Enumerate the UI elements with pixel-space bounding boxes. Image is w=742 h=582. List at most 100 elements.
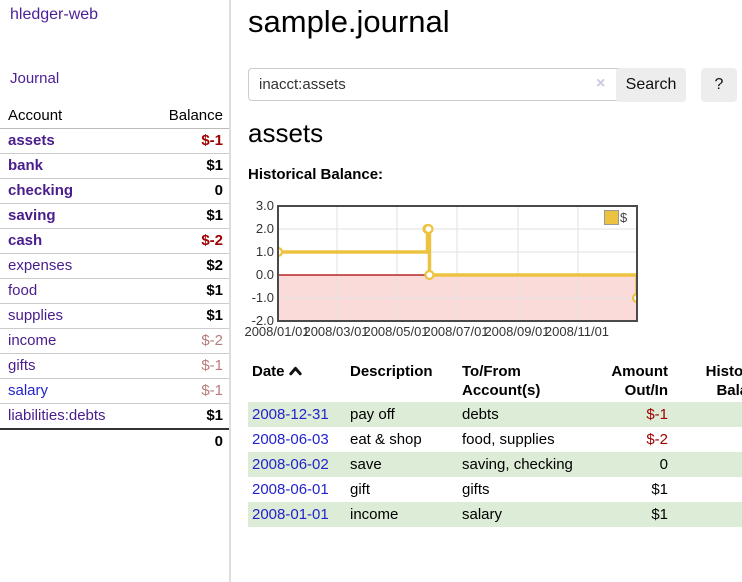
transaction-date-link[interactable]: 2008-06-02 [252, 456, 329, 473]
transaction-accounts: saving, checking [462, 456, 573, 473]
transaction-balance: $2 [672, 477, 742, 502]
transaction-accounts: debts [462, 406, 499, 423]
y-axis-tick-label: 0.0 [255, 267, 274, 282]
transaction-description: income [350, 506, 399, 523]
chart-title: Historical Balance: [248, 166, 384, 183]
transaction-date-link[interactable]: 2008-12-31 [252, 406, 329, 423]
account-row: bank $1 [0, 153, 229, 179]
page-title: sample.journal [248, 4, 450, 39]
account-link[interactable]: checking [8, 182, 74, 199]
account-balance: $1 [142, 403, 229, 429]
legend-label: $ [620, 210, 628, 225]
account-row: liabilities:debts $1 [0, 403, 229, 429]
transaction-accounts: gifts [462, 481, 490, 498]
sidebar: hledger-web Journal Account Balance asse… [0, 0, 231, 582]
transaction-row: 2008-06-02 save saving, checking 0$2 [248, 452, 742, 477]
help-button[interactable]: ? [701, 68, 737, 102]
accounts-header-row: Account Balance [0, 104, 229, 129]
y-axis-tick-label: 3.0 [255, 198, 274, 213]
transaction-balance: $2 [672, 452, 742, 477]
account-link[interactable]: gifts [8, 357, 36, 374]
sort-ascending-icon [288, 362, 302, 381]
search-bar: × Search ? [248, 68, 742, 104]
transaction-amount: $1 [651, 481, 668, 498]
register-column-date-label: Date [252, 363, 285, 380]
account-link[interactable]: income [8, 332, 57, 349]
transaction-date-link[interactable]: 2008-06-03 [252, 431, 329, 448]
account-balance: $2 [142, 253, 229, 279]
sidebar-item-journal[interactable]: Journal [10, 70, 60, 87]
transaction-amount: $-1 [646, 406, 668, 423]
transaction-date-link[interactable]: 2008-01-01 [252, 506, 329, 523]
x-axis-tick-label: 2008/07/01 [423, 324, 489, 339]
x-axis-tick-label: 2008/11/01 [544, 324, 610, 339]
account-link[interactable]: food [8, 282, 38, 299]
accounts-total-row: 0 [0, 428, 229, 454]
account-row: food $1 [0, 278, 229, 304]
y-axis-tick-label: -1.0 [251, 290, 274, 305]
x-axis-tick-label: 2008/05/01 [363, 324, 429, 339]
transaction-row: 2008-06-03 eat & shop food, supplies $-20 [248, 427, 742, 452]
chart-legend: $ [604, 210, 627, 225]
account-heading: assets [248, 118, 324, 148]
register-header-row: Date Description To/From Account(s) Amou… [248, 360, 742, 402]
account-balance: $-2 [142, 228, 229, 254]
account-link[interactable]: bank [8, 157, 44, 174]
transaction-balance: 0 [672, 427, 742, 452]
transaction-accounts: food, supplies [462, 431, 555, 448]
transaction-description: pay off [350, 406, 395, 423]
chart-plot [277, 205, 638, 322]
transaction-amount: $1 [651, 506, 668, 523]
account-row: income $-2 [0, 328, 229, 354]
account-link[interactable]: assets [8, 132, 55, 149]
account-balance: $1 [142, 203, 229, 229]
search-input[interactable] [248, 68, 624, 101]
account-link[interactable]: saving [8, 207, 56, 224]
clear-search-icon[interactable]: × [596, 75, 606, 92]
search-button[interactable]: Search [616, 68, 686, 102]
account-link[interactable]: cash [8, 232, 43, 249]
account-balance: $-2 [142, 328, 229, 354]
transaction-row: 2008-12-31 pay off debts $-1$-1 [248, 402, 742, 427]
account-link[interactable]: salary [8, 382, 49, 399]
account-link[interactable]: liabilities:debts [8, 407, 106, 424]
account-row: salary $-1 [0, 378, 229, 404]
account-balance: $1 [142, 153, 229, 179]
account-row: gifts $-1 [0, 353, 229, 379]
account-row: supplies $1 [0, 303, 229, 329]
accounts-column-balance: Balance [142, 104, 229, 129]
legend-swatch-icon [604, 210, 619, 225]
register-column-description: Description [350, 363, 433, 380]
transaction-description: gift [350, 481, 371, 498]
x-axis-tick-label: 2008/09/01 [484, 324, 550, 339]
account-link[interactable]: expenses [8, 257, 73, 274]
transaction-description: eat & shop [350, 431, 422, 448]
app-title-link[interactable]: hledger-web [10, 6, 99, 23]
y-axis-tick-label: 1.0 [255, 244, 274, 259]
transaction-date-link[interactable]: 2008-06-01 [252, 481, 329, 498]
account-row: checking 0 [0, 178, 229, 204]
transaction-balance: $-1 [672, 402, 742, 427]
register-column-date[interactable]: Date [248, 360, 346, 402]
register-table: Date Description To/From Account(s) Amou… [248, 360, 742, 527]
accounts-table: Account Balance assets $-1 bank $1 checking 0… [0, 104, 229, 454]
transaction-row: 2008-06-01 gift gifts $1$2 [248, 477, 742, 502]
transaction-row: 2008-01-01 income salary $1$1 [248, 502, 742, 527]
account-balance: $1 [142, 278, 229, 304]
accounts-column-account: Account [0, 104, 143, 129]
account-balance: $-1 [201, 132, 223, 149]
account-balance: $-1 [142, 353, 229, 379]
account-link[interactable]: supplies [8, 307, 64, 324]
register-column-balance: Historical Balance [705, 363, 742, 399]
account-row: assets $-1 [0, 129, 229, 154]
historical-balance-chart: $ 3.0 2.0 1.0 0.0 -1.0 -2.0 2008/01/01 2008/03/… [244, 196, 742, 346]
transaction-amount: 0 [659, 456, 668, 473]
transaction-accounts: salary [462, 506, 503, 523]
accounts-total-value: 0 [142, 428, 229, 454]
register-column-amount: Amount Out/In [611, 363, 668, 399]
y-axis-tick-label: 2.0 [255, 221, 274, 236]
account-row: saving $1 [0, 203, 229, 229]
transaction-balance: $1 [672, 502, 742, 527]
account-balance: $-1 [142, 378, 229, 404]
